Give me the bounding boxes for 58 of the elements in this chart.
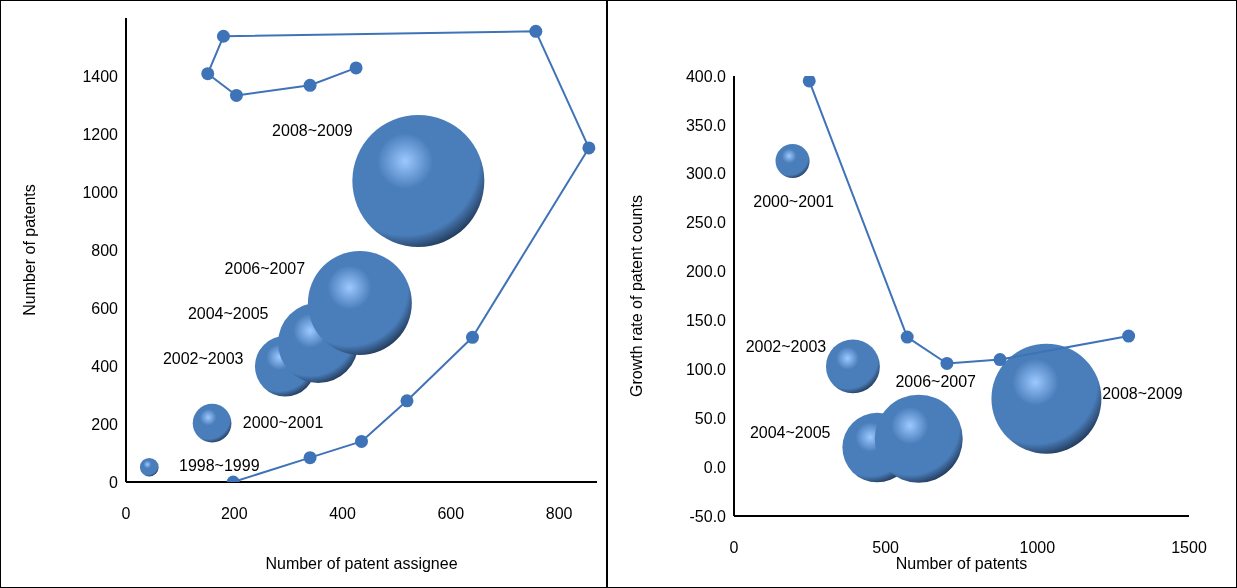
x-tick-label: 400 bbox=[329, 505, 356, 523]
y-tick-label: 800 bbox=[91, 241, 119, 259]
x-axis-title: Number of patent assignee bbox=[265, 555, 458, 572]
point bbox=[900, 330, 914, 344]
x-tick-label: 800 bbox=[545, 505, 573, 523]
x-tick-label: 1000 bbox=[1019, 539, 1056, 557]
data-label: 2006~2007 bbox=[224, 259, 306, 277]
x-tick-label: 0 bbox=[729, 539, 739, 557]
y-tick-label: 1000 bbox=[82, 183, 119, 201]
data-label: 2002~2003 bbox=[162, 349, 244, 367]
point bbox=[400, 394, 414, 408]
y-tick-label: 200.0 bbox=[685, 263, 727, 281]
point bbox=[303, 78, 317, 92]
point bbox=[229, 88, 243, 102]
point bbox=[355, 434, 368, 448]
point bbox=[465, 330, 479, 344]
y-tick-label: 100.0 bbox=[685, 361, 727, 379]
point bbox=[216, 29, 230, 43]
point bbox=[349, 61, 363, 75]
y-tick-label: 0.0 bbox=[703, 458, 727, 476]
y-tick-label: 1400 bbox=[82, 67, 119, 85]
x-tick-label: 0 bbox=[121, 505, 131, 523]
data-label: 2002~2003 bbox=[745, 337, 827, 355]
y-tick-label: 600 bbox=[91, 299, 119, 317]
y-tick-label: 400.0 bbox=[685, 67, 727, 85]
y-tick-label: 350.0 bbox=[685, 116, 727, 134]
x-tick-label: 500 bbox=[872, 539, 900, 557]
y-tick-label: 200 bbox=[91, 415, 119, 433]
data-label: 2006~2007 bbox=[895, 373, 977, 391]
data-label: 2000~2001 bbox=[242, 413, 324, 431]
y-tick-label: 400 bbox=[91, 357, 119, 375]
point bbox=[582, 141, 596, 155]
x-tick-label: 1500 bbox=[1171, 539, 1207, 557]
y-tick-label: 0 bbox=[109, 473, 119, 491]
point bbox=[940, 356, 954, 370]
y-tick-label: -50.0 bbox=[689, 507, 727, 525]
data-label: 2000~2001 bbox=[753, 192, 834, 210]
x-axis-title: Number of patents bbox=[895, 555, 1028, 572]
point bbox=[529, 24, 543, 38]
point bbox=[1122, 329, 1136, 343]
x-tick-label: 200 bbox=[220, 505, 248, 523]
point bbox=[993, 353, 1007, 367]
y-tick-label: 50.0 bbox=[694, 409, 727, 427]
y-tick-label: 1200 bbox=[82, 125, 119, 143]
data-label: 2008~2009 bbox=[1102, 385, 1183, 403]
data-label: 1998~1999 bbox=[179, 456, 260, 474]
data-label: 2004~2005 bbox=[749, 424, 831, 442]
x-tick-label: 600 bbox=[437, 505, 465, 523]
y-tick-label: 150.0 bbox=[685, 312, 727, 330]
point bbox=[201, 67, 215, 81]
y-tick-label: 250.0 bbox=[685, 214, 727, 232]
y-axis-title: Number of patents bbox=[20, 184, 38, 316]
point bbox=[802, 76, 816, 88]
y-tick-label: 300.0 bbox=[685, 165, 727, 183]
data-label: 2004~2005 bbox=[187, 305, 269, 323]
y-axis-title: Growth rate of patent counts bbox=[627, 195, 645, 397]
point bbox=[303, 451, 317, 465]
data-label: 2008~2009 bbox=[272, 122, 353, 140]
